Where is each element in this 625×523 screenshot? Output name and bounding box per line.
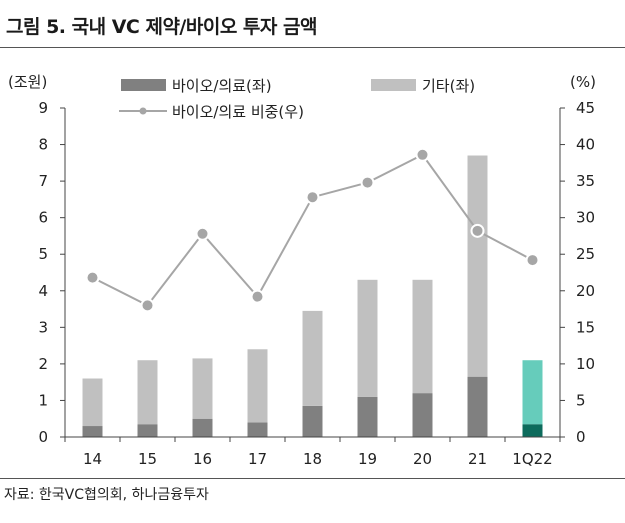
share-point-18 (305, 190, 320, 205)
legend-swatch-other (371, 79, 416, 91)
x-tick-label-14: 14 (83, 450, 102, 468)
x-tick-label-1Q22: 1Q22 (512, 450, 552, 468)
bar-bio-16 (192, 418, 213, 437)
right-tick-label: 25 (576, 245, 595, 263)
share-point-15 (140, 298, 155, 313)
figure-title: 그림 5. 국내 VC 제약/바이오 투자 금액 (6, 16, 317, 38)
bar-bio-20 (412, 393, 433, 437)
bar-bio-19 (357, 396, 378, 437)
x-tick-label-20: 20 (413, 450, 432, 468)
share-point-21 (470, 223, 485, 238)
share-point-16 (195, 226, 210, 241)
right-tick-label: 40 (576, 136, 595, 154)
left-tick-label: 3 (38, 318, 48, 336)
right-axis-unit: (%) (570, 73, 596, 91)
left-tick-label: 1 (38, 391, 48, 409)
right-tick-label: 35 (576, 172, 595, 190)
bar-other-20 (412, 279, 433, 394)
legend-swatch-bio (121, 79, 166, 91)
left-tick-label: 4 (38, 282, 48, 300)
x-tick-label-15: 15 (138, 450, 157, 468)
x-tick-label-19: 19 (358, 450, 377, 468)
left-tick-label: 8 (38, 136, 48, 154)
bar-bio-18 (302, 405, 323, 437)
left-tick-label: 6 (38, 209, 48, 227)
bar-bio-21 (467, 376, 488, 437)
right-tick-label: 45 (576, 99, 595, 117)
share-point-1Q22 (525, 253, 540, 268)
right-tick-label: 30 (576, 209, 595, 227)
left-tick-label: 7 (38, 172, 48, 190)
chart-svg: 바이오/의료(좌) 기타(좌) 바이오/의료 비중(우) (조원) (%) 0 1… (8, 73, 596, 468)
bar-other-16 (192, 358, 213, 419)
legend: 바이오/의료(좌) 기타(좌) 바이오/의료 비중(우) (119, 77, 475, 121)
bars-layer (82, 155, 543, 437)
legend-label-bio: 바이오/의료(좌) (172, 77, 272, 95)
right-tick-label: 10 (576, 355, 595, 373)
left-tick-label: 2 (38, 355, 48, 373)
x-tick-label-21: 21 (468, 450, 487, 468)
share-point-20 (415, 147, 430, 162)
bar-other-1Q22 (522, 360, 543, 425)
share-point-19 (360, 175, 375, 190)
share-point-14 (85, 270, 100, 285)
bar-other-18 (302, 310, 323, 406)
x-tick-label-16: 16 (193, 450, 212, 468)
share-point-17 (250, 289, 265, 304)
bar-other-15 (137, 360, 158, 425)
right-tick-label: 5 (576, 391, 586, 409)
bar-bio-15 (137, 424, 158, 437)
share-line (92, 153, 533, 307)
bar-bio-17 (247, 422, 268, 437)
legend-marker-share (139, 107, 147, 115)
left-tick-label: 9 (38, 99, 48, 117)
legend-label-other: 기타(좌) (422, 77, 475, 95)
bar-bio-14 (82, 426, 103, 437)
right-tick-label: 20 (576, 282, 595, 300)
bar-other-17 (247, 349, 268, 423)
left-tick-label: 0 (38, 428, 48, 446)
bar-other-19 (357, 279, 378, 397)
bar-other-14 (82, 378, 103, 427)
right-tick-label: 15 (576, 318, 595, 336)
share-line-layer (85, 147, 540, 313)
right-tick-label: 0 (576, 428, 586, 446)
source-note: 자료: 한국VC협의회, 하나금융투자 (4, 487, 209, 503)
x-tick-label-17: 17 (248, 450, 267, 468)
bar-other-21 (467, 155, 488, 377)
legend-label-share: 바이오/의료 비중(우) (172, 103, 304, 121)
x-tick-label-18: 18 (303, 450, 322, 468)
bar-bio-1Q22 (522, 424, 543, 437)
left-tick-label: 5 (38, 245, 48, 263)
source-divider (0, 478, 625, 479)
title-divider (0, 47, 625, 48)
left-axis-unit: (조원) (8, 73, 47, 91)
